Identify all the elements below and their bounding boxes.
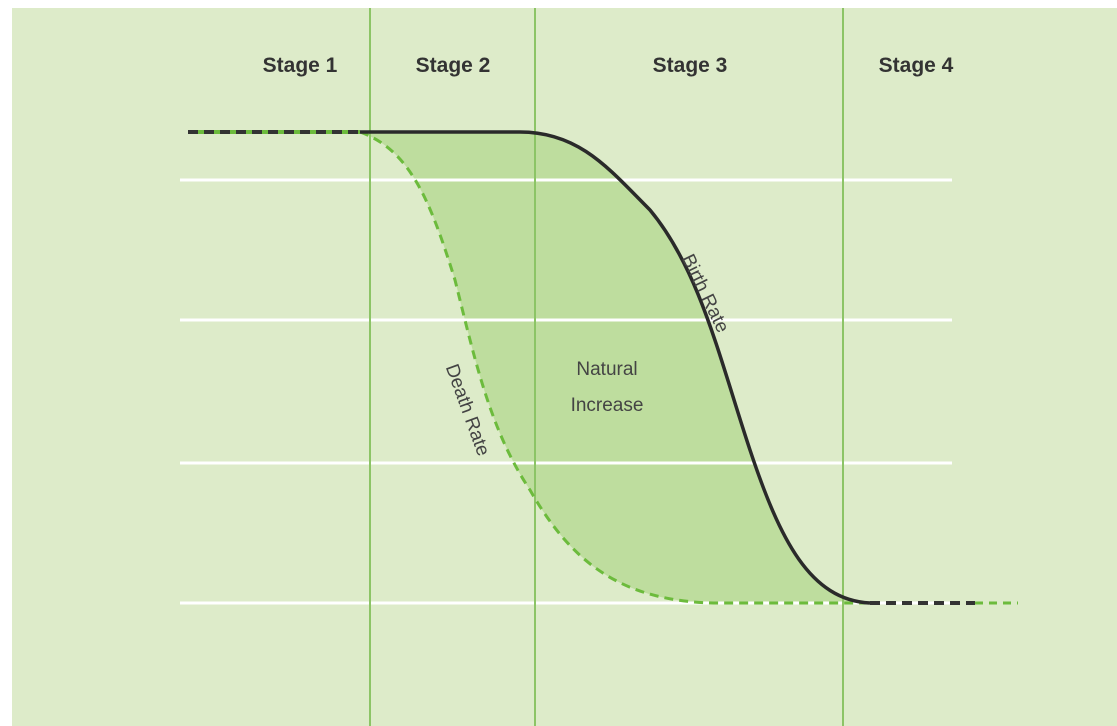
natural-increase-label: Increase: [571, 395, 644, 416]
death-rate-line: [359, 130, 870, 605]
stage-label: Stage 4: [879, 54, 954, 77]
natural-increase-area: [360, 132, 870, 603]
natural-increase-label: Natural: [576, 359, 637, 380]
birth-rate-line: [360, 130, 871, 605]
horizontal-lines: [180, 178, 952, 605]
stage-label: Stage 1: [263, 54, 338, 77]
stage-label: Stage 2: [416, 54, 491, 77]
stage-dividers: [369, 8, 844, 726]
stage-label: Stage 3: [653, 54, 728, 77]
